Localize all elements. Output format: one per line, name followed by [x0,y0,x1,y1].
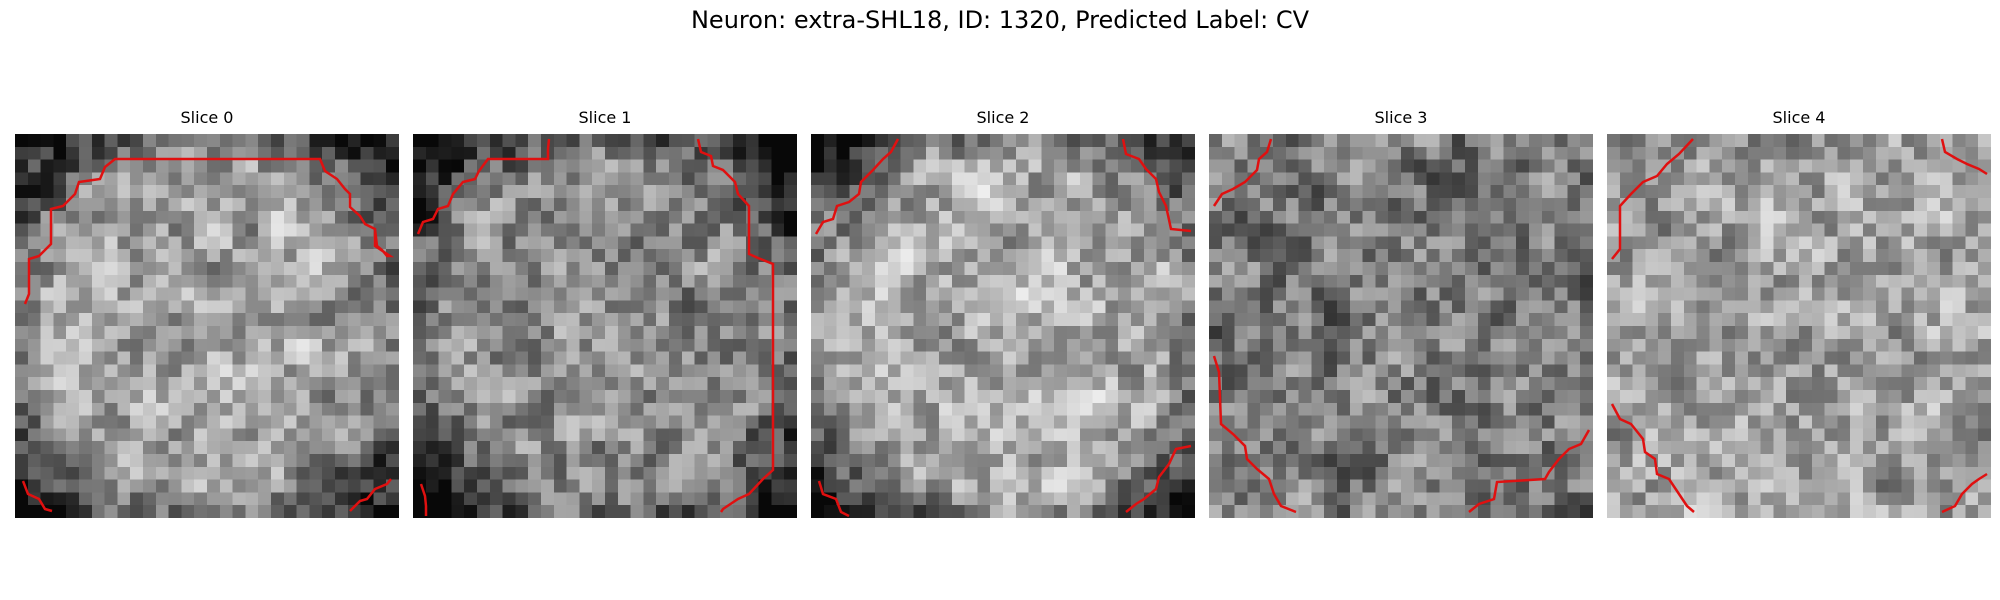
slice-panel-2: Slice 2 [811,108,1195,526]
slice-title: Slice 0 [180,108,234,127]
slice-title: Slice 1 [578,108,632,127]
slice-title: Slice 3 [1374,108,1428,127]
slice-panel-4: Slice 4 [1607,108,1991,526]
figure-title: Neuron: extra-SHL18, ID: 1320, Predicted… [690,6,1310,34]
slice-panel-0: Slice 0 [15,108,399,526]
slice-title: Slice 2 [976,108,1030,127]
slice-image [15,134,399,518]
slice-image [811,134,1195,518]
slice-image [1209,134,1593,518]
slice-image [413,134,797,518]
slice-title: Slice 4 [1772,108,1826,127]
slice-image [1607,134,1991,518]
slice-panel-1: Slice 1 [413,108,797,526]
slice-panel-3: Slice 3 [1209,108,1593,526]
